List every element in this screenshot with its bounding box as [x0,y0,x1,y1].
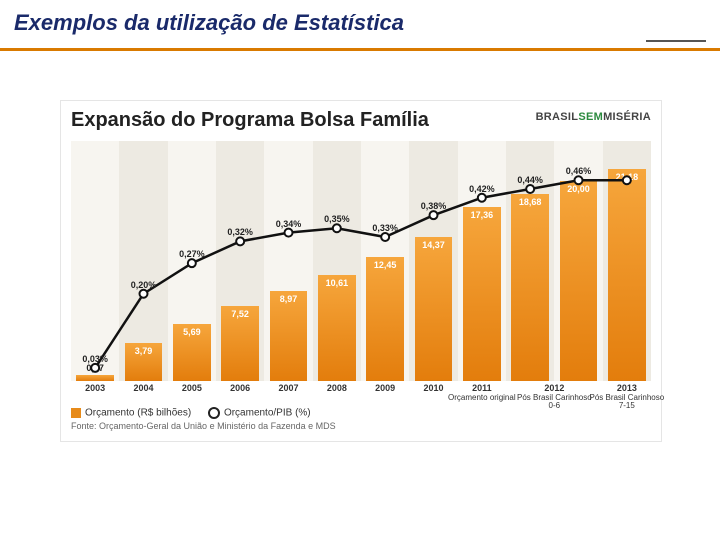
brand-logo: BRASILSEMMISÉRIA [536,111,651,123]
chart-legend: Orçamento (R$ bilhões) Orçamento/PIB (%) [71,407,651,419]
x-axis-label: 2009 [375,383,395,393]
corner-marker [646,10,706,42]
pct-label: 0,34% [276,219,302,229]
x-axis-label: 2012 [544,383,564,393]
pct-label: 0,42% [469,184,495,194]
pct-label: 0,38% [421,201,447,211]
legend-marker-line [208,407,220,419]
slide: Exemplos da utilização de Estatística Ex… [0,0,720,540]
brand-text-2: SEM [578,111,603,123]
brand-text-1: BRASIL [536,111,579,123]
brand-text-3: MISÉRIA [603,111,651,123]
legend-swatch-bars [71,408,81,418]
chart-plot-area: 0,573,795,697,528,9710,6112,4514,3717,36… [71,141,651,381]
line-series [71,141,651,381]
x-axis-label: 2007 [278,383,298,393]
title-underline [0,48,720,51]
pct-label: 0,44% [517,175,543,185]
chart-footnote: Fonte: Orçamento-Geral da União e Minist… [71,421,651,431]
chart-container: Expansão do Programa Bolsa Família BRASI… [60,100,662,442]
pct-label: 0,03% [82,354,108,364]
legend-label-bars: Orçamento (R$ bilhões) [85,408,191,419]
x-axis-label: 2003 [85,383,105,393]
pct-label: 0,33% [372,223,398,233]
pct-label: 0,20% [131,280,157,290]
x-axis-label: 2013 [617,383,637,393]
legend-label-line: Orçamento/PIB (%) [224,408,311,419]
slide-title: Exemplos da utilização de Estatística [14,10,404,36]
x-axis-label: 2008 [327,383,347,393]
x-axis-label: 2010 [423,383,443,393]
x-axis-label: 2004 [133,383,153,393]
chart-x-axis: 2003 2004 2005 2006 2007 2008 2009 2010 2011Orça… [71,383,651,405]
pct-label: 0,35% [324,214,350,224]
x-axis-sublabel: Orçamento original [443,394,520,402]
x-axis-label: 2005 [182,383,202,393]
pct-label: 0,46% [566,166,592,176]
pct-label: 0,32% [227,227,253,237]
chart-title: Expansão do Programa Bolsa Família [71,109,429,132]
pct-label: 0,27% [179,249,205,259]
x-axis-label: 2011 [472,383,492,393]
x-axis-label: 2006 [230,383,250,393]
